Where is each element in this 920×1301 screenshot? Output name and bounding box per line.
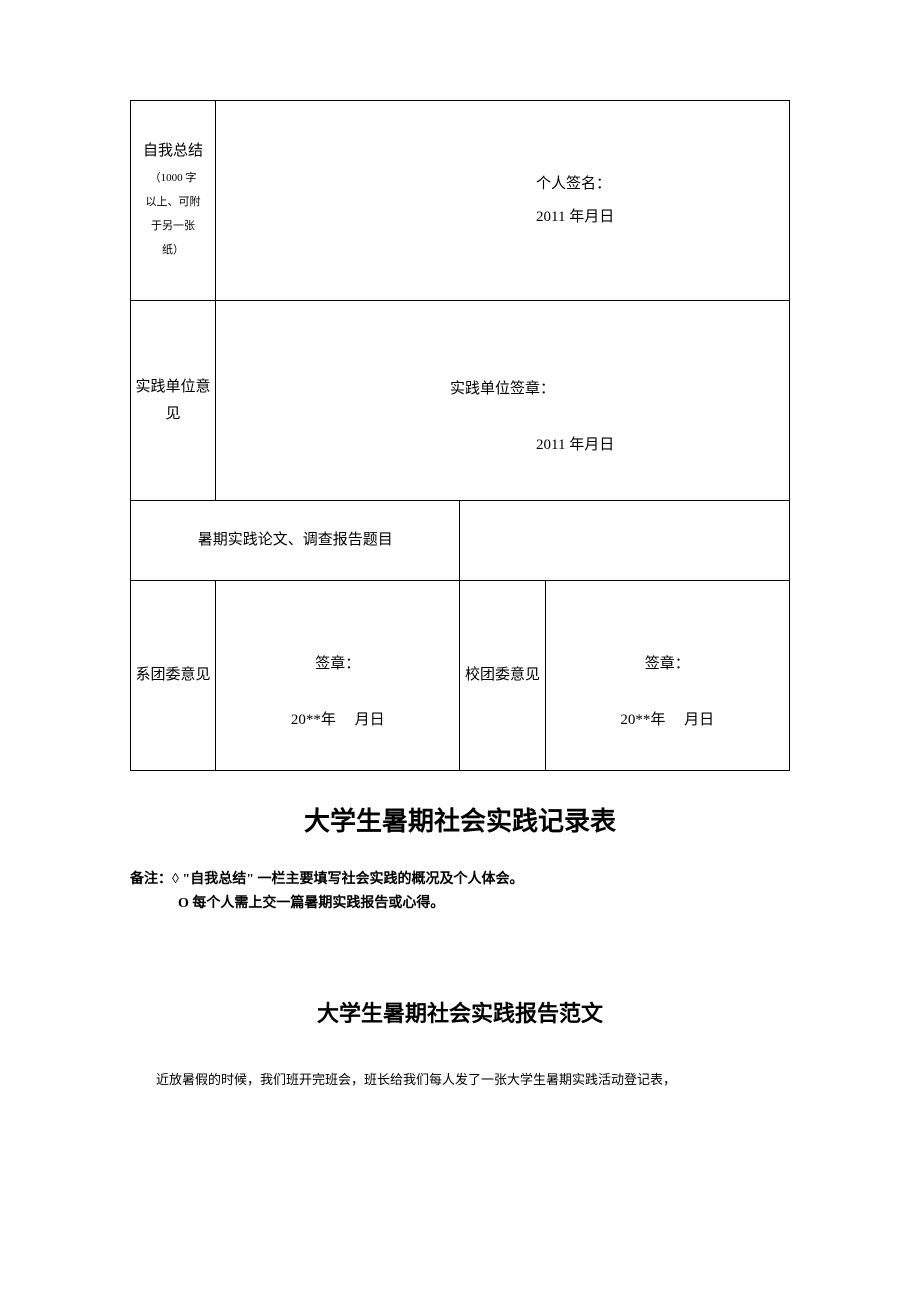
- self-summary-label-cell: 自我总结 （1000 字 以上、可附 于另一张 纸）: [131, 101, 216, 301]
- self-summary-content-cell: 个人签名： 2011 年月日: [216, 101, 790, 301]
- self-summary-row: 自我总结 （1000 字 以上、可附 于另一张 纸） 个人签名： 2011 年月…: [131, 101, 790, 301]
- notes-line2: O 每个人需上交一篇暑期实践报告或心得。: [130, 892, 790, 916]
- self-summary-sub2: 以上、可附: [135, 190, 211, 214]
- practice-unit-signature-label: 实践单位签章：: [236, 377, 769, 398]
- record-table-title: 大学生暑期社会实践记录表: [130, 801, 790, 838]
- report-template-title: 大学生暑期社会实践报告范文: [130, 996, 790, 1028]
- school-committee-label: 校团委意见: [465, 667, 540, 683]
- personal-signature-date: 2011 年月日: [536, 201, 769, 234]
- practice-unit-label: 实践单位意见: [136, 379, 211, 422]
- self-summary-label: 自我总结: [135, 139, 211, 160]
- thesis-title-row: 暑期实践论文、调查报告题目: [131, 501, 790, 581]
- practice-unit-row: 实践单位意见 实践单位签章： 2011 年月日: [131, 301, 790, 501]
- school-committee-date: 20**年 月日: [546, 708, 789, 729]
- self-summary-sub3: 于另一张: [135, 214, 211, 238]
- dept-committee-label-cell: 系团委意见: [131, 581, 216, 771]
- practice-record-table: 自我总结 （1000 字 以上、可附 于另一张 纸） 个人签名： 2011 年月…: [130, 100, 790, 771]
- dept-committee-date: 20**年 月日: [216, 708, 459, 729]
- practice-unit-content-cell: 实践单位签章： 2011 年月日: [216, 301, 790, 501]
- school-committee-label-cell: 校团委意见: [460, 581, 545, 771]
- thesis-title-content-cell: [460, 501, 790, 581]
- thesis-title-label-cell: 暑期实践论文、调查报告题目: [131, 501, 460, 581]
- dept-committee-signature: 签章：: [216, 652, 459, 673]
- practice-unit-label-cell: 实践单位意见: [131, 301, 216, 501]
- report-body-text: 近放暑假的时候，我们班开完班会，班长给我们每人发了一张大学生暑期实践活动登记表，: [130, 1068, 790, 1091]
- school-committee-signature: 签章：: [546, 652, 789, 673]
- self-summary-sub4: 纸）: [135, 238, 211, 262]
- practice-unit-date: 2011 年月日: [236, 433, 769, 454]
- self-summary-sub1: （1000 字: [135, 166, 211, 190]
- committee-row: 系团委意见 签章： 20**年 月日 校团委意见 签章： 20**年 月日: [131, 581, 790, 771]
- dept-committee-label: 系团委意见: [136, 667, 211, 683]
- personal-signature-label: 个人签名：: [536, 168, 769, 201]
- notes-section: 备注：◊ "自我总结" 一栏主要填写社会实践的概况及个人体会。 O 每个人需上交…: [130, 868, 790, 916]
- thesis-title-label: 暑期实践论文、调查报告题目: [198, 532, 393, 548]
- notes-line1: 备注：◊ "自我总结" 一栏主要填写社会实践的概况及个人体会。: [130, 868, 790, 892]
- dept-committee-content-cell: 签章： 20**年 月日: [216, 581, 460, 771]
- school-committee-content-cell: 签章： 20**年 月日: [545, 581, 789, 771]
